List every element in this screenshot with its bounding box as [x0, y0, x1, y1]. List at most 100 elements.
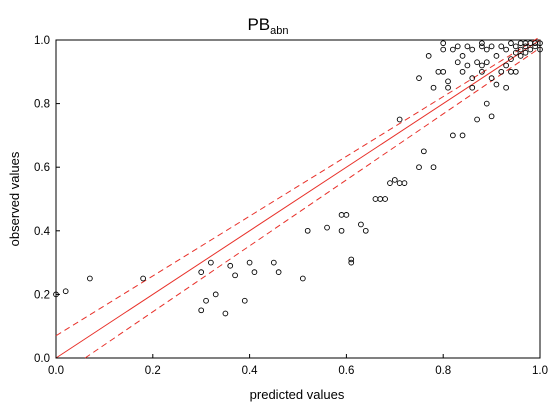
data-point	[222, 310, 229, 317]
data-point	[508, 56, 514, 62]
data-point	[396, 116, 403, 123]
data-point	[527, 46, 534, 53]
data-point	[469, 75, 476, 82]
data-point	[454, 59, 461, 66]
data-point	[527, 40, 534, 47]
data-point	[517, 46, 524, 53]
x-tick-label: 0.2	[145, 365, 161, 377]
data-point	[338, 227, 345, 234]
data-point	[508, 40, 514, 47]
data-point	[387, 180, 393, 186]
data-point	[348, 259, 355, 266]
data-point	[241, 297, 248, 304]
data-point	[416, 164, 422, 171]
data-point	[348, 256, 355, 263]
data-point	[377, 196, 384, 202]
data-point	[198, 269, 205, 275]
data-point	[435, 68, 442, 75]
data-point	[512, 68, 519, 75]
data-point	[517, 40, 524, 47]
y-tick-label: 0.8	[34, 99, 50, 111]
data-point	[87, 275, 93, 282]
data-point	[208, 259, 214, 266]
confidence-band-lower	[84, 47, 541, 359]
y-tick-label: 0.0	[34, 353, 50, 365]
data-point	[140, 275, 146, 282]
data-point	[304, 227, 311, 234]
data-point	[203, 297, 209, 304]
data-point	[474, 116, 480, 123]
data-point	[537, 46, 543, 53]
data-point	[479, 40, 485, 47]
data-point	[445, 84, 451, 91]
x-tick-label: 0.4	[242, 365, 259, 377]
x-axis-ticks: 0.0 0.2 0.4 0.6 0.8 1.0	[48, 354, 548, 377]
data-point	[440, 68, 447, 75]
data-point	[198, 307, 205, 314]
y-tick-label: 1.0	[34, 35, 50, 47]
data-point	[459, 68, 466, 75]
data-point	[474, 59, 480, 66]
data-point	[430, 84, 437, 91]
data-point	[488, 75, 495, 82]
data-point	[469, 84, 476, 91]
data-point	[488, 113, 495, 120]
data-point	[425, 53, 432, 59]
data-point	[503, 62, 509, 69]
data-point	[512, 43, 519, 50]
data-point	[401, 180, 408, 186]
data-point	[454, 43, 461, 50]
data-point	[232, 272, 238, 279]
data-point	[483, 59, 490, 66]
data-point	[488, 43, 495, 50]
x-tick-label: 1.0	[532, 365, 548, 377]
data-point	[450, 132, 456, 139]
data-point	[483, 100, 490, 107]
data-point	[479, 62, 485, 69]
data-point	[391, 177, 398, 183]
data-point	[459, 53, 466, 59]
data-point	[503, 84, 509, 91]
data-point	[270, 259, 277, 266]
confidence-band-upper	[55, 36, 541, 337]
data-point	[493, 81, 500, 88]
data-point	[430, 164, 437, 171]
data-point	[251, 269, 258, 275]
data-point	[275, 269, 282, 275]
data-point	[445, 78, 451, 85]
data-point	[479, 68, 485, 75]
data-point	[440, 40, 447, 47]
data-point	[532, 43, 539, 50]
data-point	[450, 46, 456, 53]
data-point	[227, 262, 234, 269]
data-point	[464, 43, 471, 50]
data-point	[324, 224, 330, 231]
y-tick-label: 0.6	[34, 162, 50, 174]
data-point	[493, 53, 500, 59]
data-point	[299, 275, 306, 282]
data-point	[396, 180, 403, 186]
x-axis-label: predicted values	[250, 387, 345, 402]
data-point	[62, 288, 69, 295]
chart-title: PBabn	[247, 15, 288, 37]
data-point	[343, 212, 350, 218]
data-point	[537, 40, 543, 47]
data-point	[212, 291, 219, 298]
data-point	[382, 196, 388, 202]
data-point	[522, 43, 529, 50]
data-point	[522, 49, 529, 56]
data-point	[464, 62, 471, 69]
data-point	[362, 227, 369, 234]
data-point	[479, 43, 485, 50]
data-point	[469, 46, 476, 53]
data-point	[246, 259, 253, 266]
data-point	[420, 148, 427, 155]
plot-frame	[55, 39, 541, 359]
data-point	[358, 221, 364, 228]
data-point	[512, 49, 519, 56]
y-tick-label: 0.4	[34, 226, 51, 238]
data-point	[338, 212, 345, 218]
data-point	[483, 46, 490, 53]
fit-line-group	[55, 39, 541, 359]
